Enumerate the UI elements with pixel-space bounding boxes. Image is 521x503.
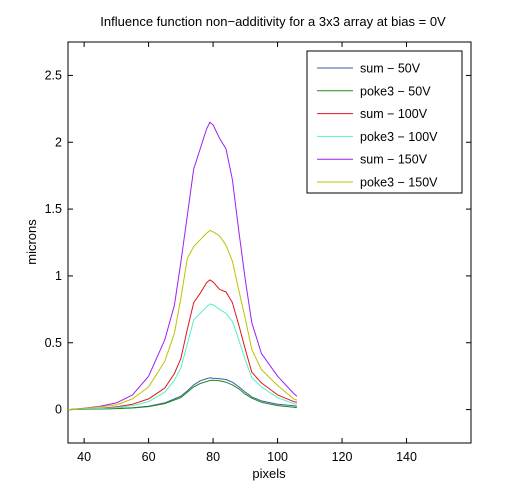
y-tick-label: 1 bbox=[55, 269, 62, 283]
chart-title: Influence function non−additivity for a … bbox=[100, 14, 446, 29]
y-tick-label: 2.5 bbox=[45, 68, 62, 82]
x-tick-label: 140 bbox=[396, 450, 417, 464]
y-axis-label: microns bbox=[24, 219, 39, 265]
legend-label: sum − 150V bbox=[360, 153, 428, 167]
y-tick-label: 0 bbox=[55, 403, 62, 417]
legend-label: sum − 100V bbox=[360, 107, 428, 121]
y-tick-label: 0.5 bbox=[45, 336, 62, 350]
series-line-5 bbox=[67, 230, 298, 411]
y-tick-label: 2 bbox=[55, 135, 62, 149]
x-tick-label: 80 bbox=[206, 450, 220, 464]
legend-box bbox=[306, 50, 463, 194]
x-tick-label: 120 bbox=[332, 450, 353, 464]
legend-label: sum − 50V bbox=[360, 62, 421, 76]
x-axis: 40 60 80 100 120 140 bbox=[77, 42, 417, 464]
legend-label: poke3 − 100V bbox=[360, 130, 438, 144]
x-tick-label: 100 bbox=[267, 450, 288, 464]
x-axis-label: pixels bbox=[252, 466, 286, 481]
y-axis: 0 0.5 1 1.5 2 2.5 bbox=[45, 68, 471, 417]
y-tick-label: 1.5 bbox=[45, 202, 62, 216]
legend-label: poke3 − 150V bbox=[360, 176, 438, 190]
x-tick-label: 40 bbox=[77, 450, 91, 464]
legend-label: poke3 − 50V bbox=[360, 84, 431, 98]
series-line-3 bbox=[67, 303, 297, 411]
x-tick-label: 60 bbox=[142, 450, 156, 464]
series-line-4 bbox=[67, 121, 298, 411]
legend: sum − 50V poke3 − 50V sum − 100V poke3 − 10… bbox=[306, 50, 463, 194]
series-line-2 bbox=[67, 279, 297, 411]
series-line-1 bbox=[67, 379, 297, 411]
series-lines bbox=[67, 121, 298, 411]
